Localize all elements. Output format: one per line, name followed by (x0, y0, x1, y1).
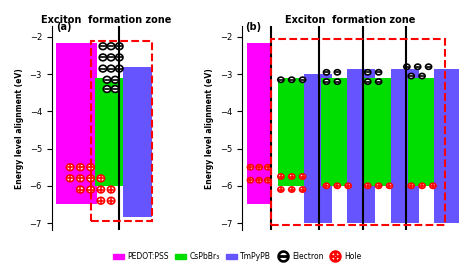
Circle shape (247, 165, 254, 170)
Circle shape (77, 186, 84, 193)
Circle shape (108, 54, 115, 61)
Circle shape (108, 197, 115, 204)
Bar (321, 78, 349, 186)
Circle shape (87, 186, 94, 193)
Circle shape (66, 164, 74, 170)
Circle shape (103, 86, 111, 92)
Circle shape (415, 64, 421, 69)
Circle shape (375, 79, 382, 84)
Circle shape (334, 183, 340, 188)
Circle shape (256, 165, 262, 170)
Circle shape (103, 76, 111, 83)
Y-axis label: Energy level alignment (eV): Energy level alignment (eV) (205, 68, 214, 188)
Y-axis label: Energy level alignment (eV): Energy level alignment (eV) (15, 68, 24, 188)
Circle shape (404, 64, 410, 69)
Text: (b): (b) (245, 22, 261, 32)
Circle shape (289, 77, 295, 82)
Circle shape (99, 43, 107, 50)
Circle shape (430, 183, 436, 188)
Circle shape (408, 73, 414, 79)
Title: Exciton  formation zone: Exciton formation zone (41, 15, 171, 25)
Circle shape (111, 76, 119, 83)
Legend: PEDOT:PSS, CsPbBr₃, TmPyPB, Electron, Hole: PEDOT:PSS, CsPbBr₃, TmPyPB, Electron, Ho… (110, 249, 364, 264)
Bar (271, 39, 445, 225)
Circle shape (108, 43, 115, 50)
Circle shape (289, 174, 295, 179)
Bar (56, 43, 97, 204)
Bar (434, 69, 462, 223)
Circle shape (365, 183, 371, 188)
Bar (391, 69, 419, 223)
Circle shape (408, 183, 414, 188)
Text: (a): (a) (56, 22, 71, 32)
Circle shape (99, 54, 107, 61)
Bar (123, 67, 152, 217)
Bar (365, 78, 393, 186)
Circle shape (97, 175, 105, 182)
Circle shape (116, 54, 123, 61)
Circle shape (116, 65, 123, 72)
Circle shape (300, 187, 306, 192)
Bar (347, 69, 375, 223)
Circle shape (334, 70, 340, 75)
Circle shape (300, 77, 306, 82)
Circle shape (116, 43, 123, 50)
Circle shape (111, 86, 119, 92)
Circle shape (77, 175, 84, 182)
Circle shape (256, 178, 262, 183)
Circle shape (97, 197, 105, 204)
Circle shape (386, 183, 392, 188)
Circle shape (300, 174, 306, 179)
Circle shape (323, 79, 329, 84)
Circle shape (265, 178, 271, 183)
Circle shape (345, 183, 351, 188)
Circle shape (99, 65, 107, 72)
Circle shape (334, 79, 340, 84)
Circle shape (108, 186, 115, 193)
Circle shape (247, 178, 254, 183)
Circle shape (66, 175, 74, 182)
Circle shape (365, 79, 371, 84)
Bar (247, 43, 271, 204)
Circle shape (97, 186, 105, 193)
Circle shape (365, 70, 371, 75)
Bar (304, 74, 332, 223)
Circle shape (323, 183, 329, 188)
Circle shape (87, 164, 94, 170)
Circle shape (323, 70, 329, 75)
Circle shape (375, 183, 382, 188)
Bar (278, 78, 306, 186)
Circle shape (278, 174, 284, 179)
Title: Exciton  formation zone: Exciton formation zone (285, 15, 416, 25)
Circle shape (426, 64, 432, 69)
Circle shape (375, 70, 382, 75)
Circle shape (419, 183, 425, 188)
Circle shape (265, 165, 271, 170)
Bar (95, 78, 123, 186)
Circle shape (278, 77, 284, 82)
Bar (91, 41, 152, 221)
Circle shape (77, 164, 84, 170)
Circle shape (108, 65, 115, 72)
Circle shape (419, 73, 425, 79)
Circle shape (87, 175, 94, 182)
Bar (408, 78, 436, 186)
Circle shape (278, 187, 284, 192)
Circle shape (289, 187, 295, 192)
